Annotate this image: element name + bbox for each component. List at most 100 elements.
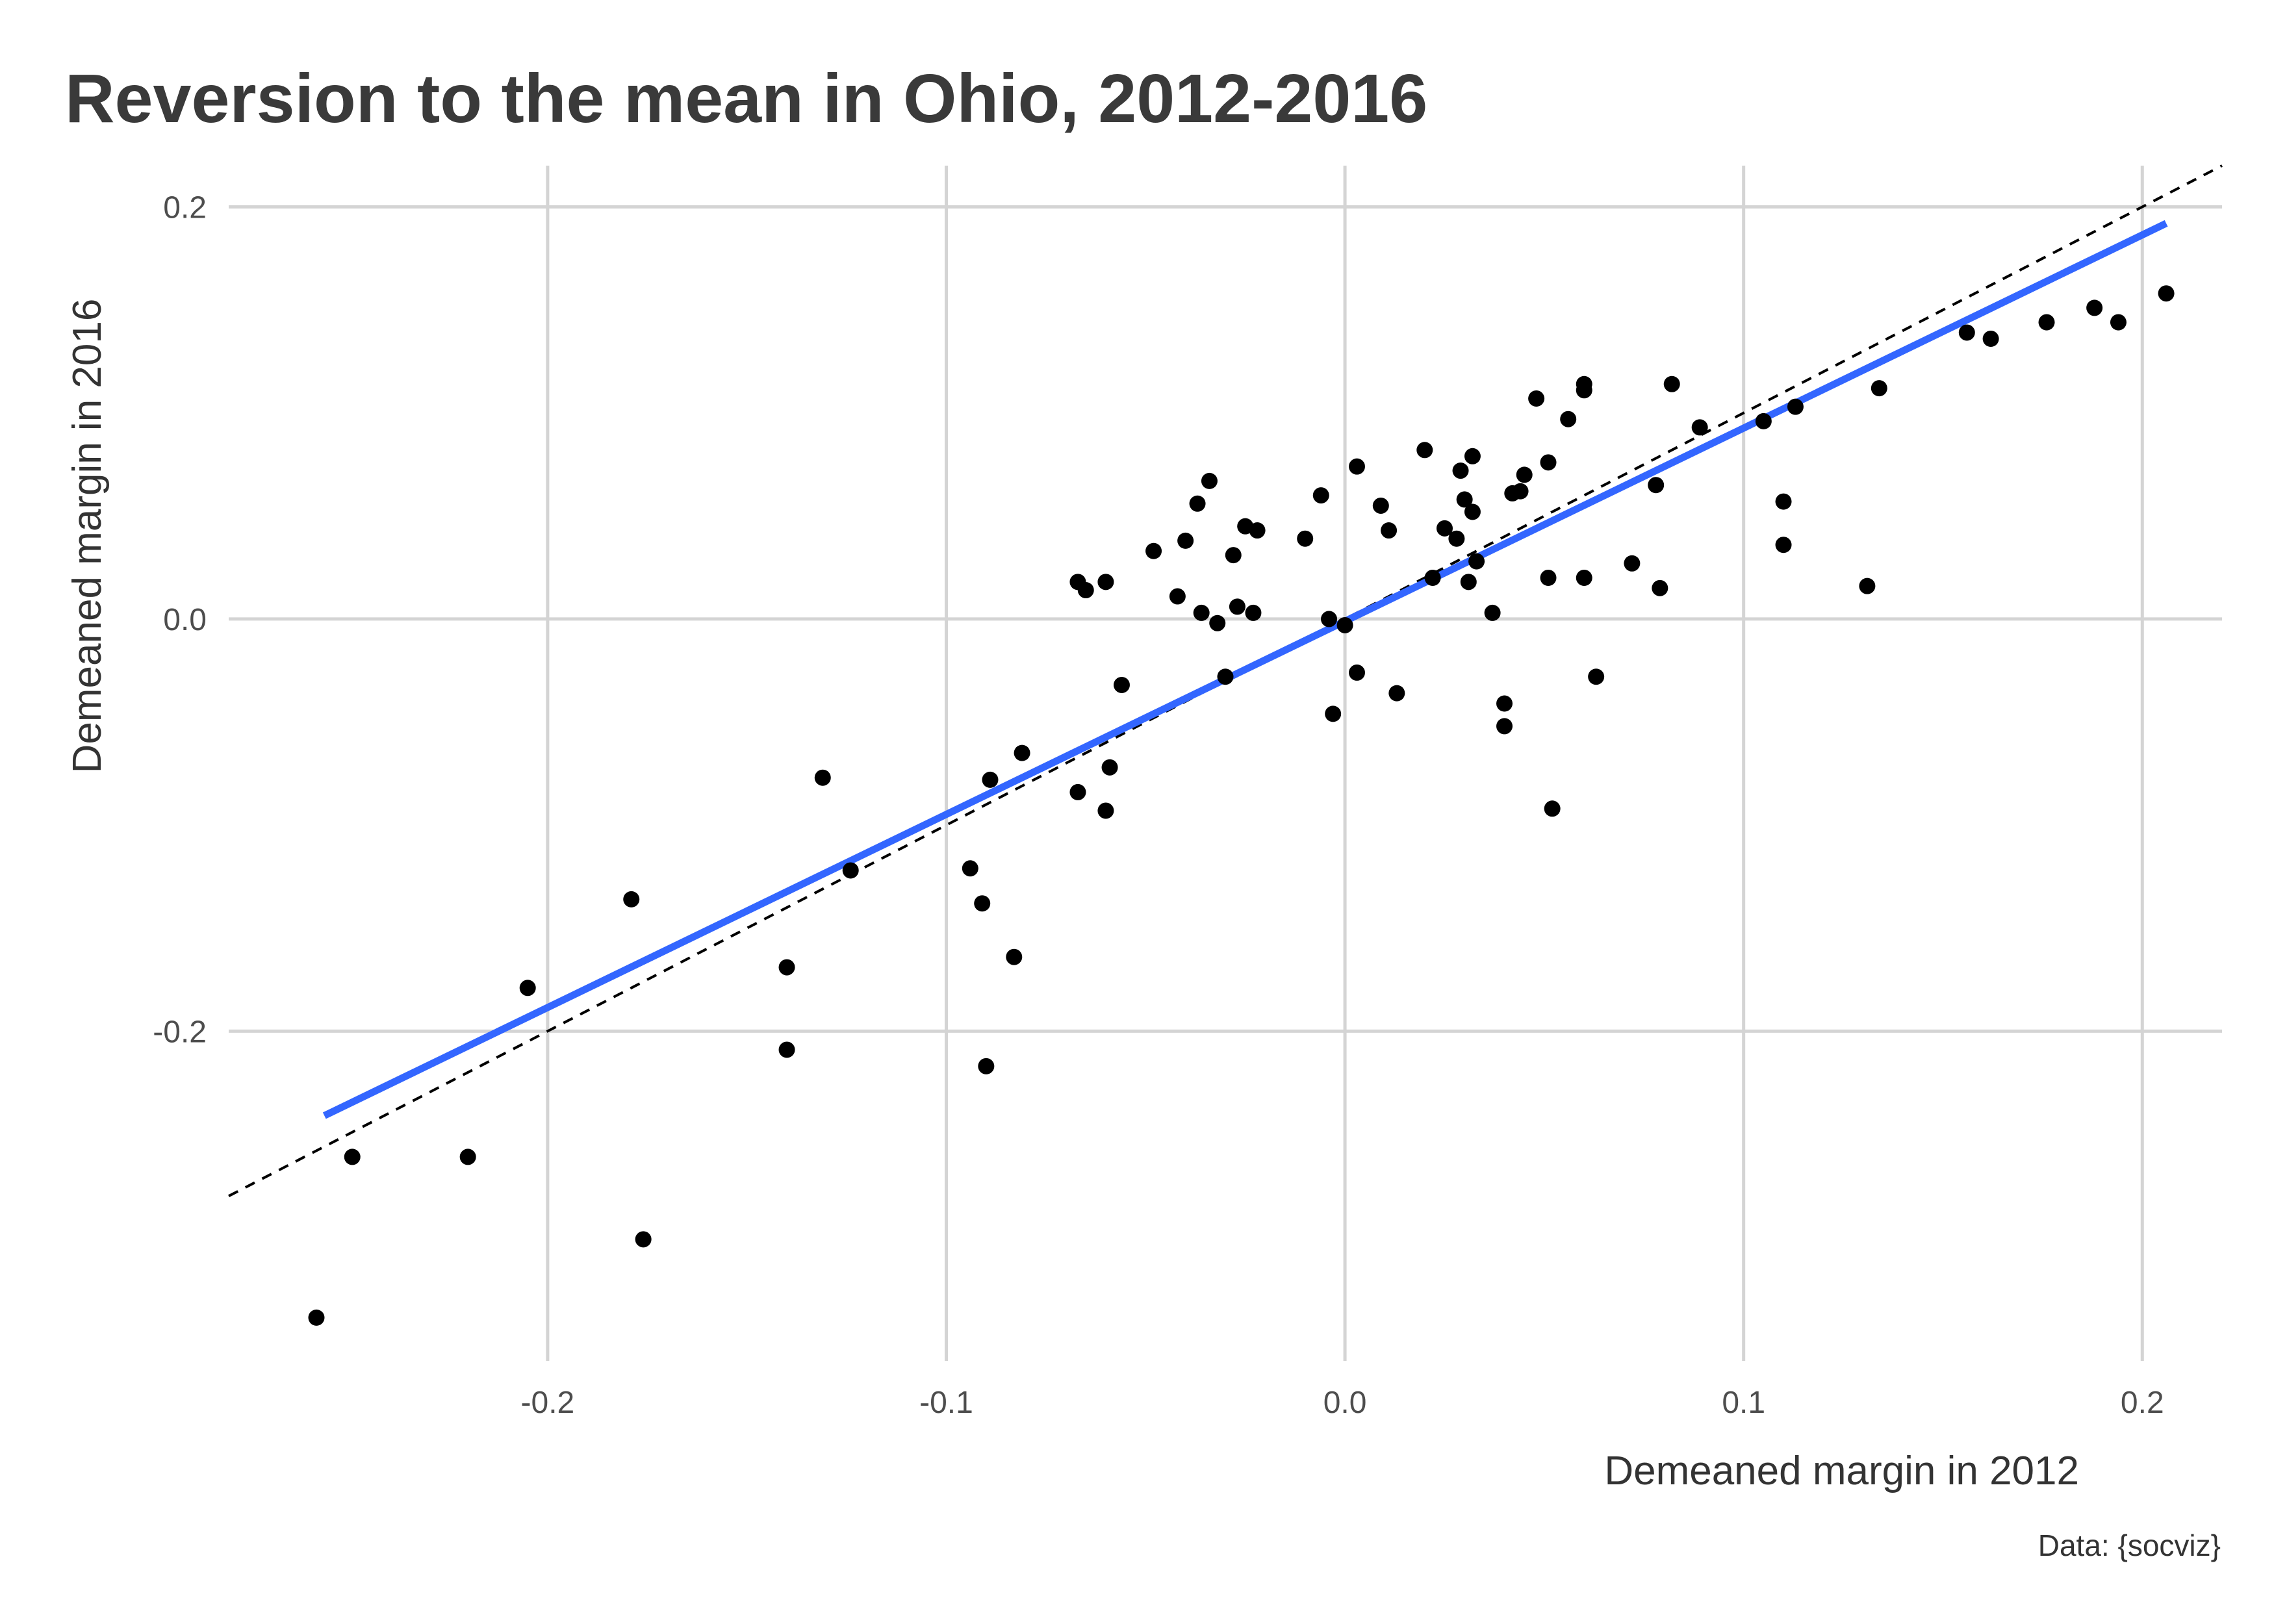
data-point <box>519 980 536 996</box>
data-point <box>1249 522 1266 539</box>
x-tick-label: -0.2 <box>521 1386 575 1420</box>
data-point <box>623 891 640 907</box>
data-point <box>2086 299 2103 316</box>
data-point <box>1648 477 1665 494</box>
data-point <box>344 1148 361 1165</box>
data-point <box>978 1058 995 1074</box>
x-axis-ticks: -0.2 -0.1 0.0 0.1 0.2 <box>521 1386 2164 1420</box>
data-point <box>1775 493 1792 510</box>
data-point <box>1456 491 1473 508</box>
data-point <box>1663 375 1680 392</box>
data-point <box>778 1041 795 1058</box>
data-point <box>1540 569 1557 586</box>
data-point <box>1958 324 1975 341</box>
fit-line <box>322 220 2168 1119</box>
data-point <box>1201 472 1218 489</box>
data-point <box>1460 574 1477 590</box>
x-tick-label: 0.0 <box>1323 1386 1367 1420</box>
data-point <box>1193 604 1210 621</box>
data-point <box>1859 577 1876 594</box>
data-point <box>1871 380 1887 397</box>
data-point <box>2110 314 2127 331</box>
fit-line-layer <box>322 220 2168 1119</box>
data-point <box>982 771 999 788</box>
data-point <box>1297 530 1314 547</box>
data-point <box>1544 800 1561 817</box>
y-axis-ticks: -0.2 0.0 0.2 <box>153 190 207 1049</box>
data-point <box>1624 555 1641 572</box>
data-point <box>1775 537 1792 553</box>
data-point <box>1576 382 1592 399</box>
data-point <box>1448 530 1465 547</box>
data-point <box>1388 685 1405 702</box>
data-point <box>1464 448 1481 464</box>
data-point <box>2038 314 2055 331</box>
data-point <box>778 959 795 976</box>
data-point <box>1452 463 1469 479</box>
data-point <box>1209 615 1226 631</box>
data-point <box>1348 664 1365 681</box>
data-point <box>1496 718 1513 735</box>
data-point <box>1436 520 1453 537</box>
data-point <box>962 860 978 877</box>
x-tick-label: 0.2 <box>2121 1386 2164 1420</box>
x-tick-label: -0.1 <box>919 1386 973 1420</box>
data-point <box>1787 398 1804 415</box>
chart-title: Reversion to the mean in Ohio, 2012-2016 <box>65 60 1427 137</box>
data-points <box>308 285 2175 1326</box>
y-tick-label: 0.2 <box>163 190 207 225</box>
data-point <box>1652 579 1668 596</box>
data-point <box>1464 503 1481 520</box>
data-point <box>1381 522 1398 539</box>
data-point <box>1325 705 1342 722</box>
data-point <box>1217 668 1234 685</box>
data-point <box>1189 495 1206 512</box>
data-point <box>842 862 859 879</box>
data-point <box>1424 569 1441 586</box>
data-point <box>1101 759 1118 776</box>
data-point <box>1245 604 1262 621</box>
y-axis-title: Demeaned margin in 2016 <box>65 299 110 774</box>
y-tick-label: -0.2 <box>153 1015 207 1049</box>
data-point <box>1540 454 1557 471</box>
data-point <box>1560 411 1577 427</box>
data-point <box>308 1309 325 1326</box>
data-point <box>1006 948 1023 965</box>
data-point <box>1528 390 1545 407</box>
data-point <box>1982 330 1999 347</box>
data-point <box>635 1231 652 1248</box>
grid-lines <box>229 166 2222 1361</box>
data-point <box>1484 604 1501 621</box>
data-point <box>1336 616 1353 633</box>
data-point <box>1225 547 1242 564</box>
data-point <box>1097 802 1114 819</box>
data-point <box>814 769 831 786</box>
data-point <box>1516 466 1533 483</box>
data-point <box>459 1148 476 1165</box>
data-point <box>1348 458 1365 475</box>
data-point <box>1416 442 1433 459</box>
data-point <box>1169 588 1186 605</box>
data-point <box>1576 569 1592 586</box>
y-tick-label: 0.0 <box>163 603 207 637</box>
x-axis-title: Demeaned margin in 2012 <box>1604 1449 2079 1493</box>
data-point <box>1177 532 1194 549</box>
data-point <box>1014 744 1030 761</box>
data-point <box>1145 542 1162 559</box>
x-tick-label: 0.1 <box>1722 1386 1765 1420</box>
data-point <box>1069 783 1086 800</box>
data-point <box>1691 419 1708 436</box>
data-point <box>1097 574 1114 590</box>
data-point <box>1468 553 1485 570</box>
data-point <box>2158 285 2175 302</box>
data-caption: Data: {socviz} <box>2038 1529 2221 1562</box>
data-point <box>1512 483 1529 500</box>
data-point <box>1312 487 1329 504</box>
data-point <box>1077 582 1094 599</box>
data-point <box>1496 695 1513 712</box>
data-point <box>1372 497 1389 514</box>
data-point <box>974 895 991 912</box>
data-point <box>1113 676 1130 693</box>
data-point <box>1755 412 1772 429</box>
